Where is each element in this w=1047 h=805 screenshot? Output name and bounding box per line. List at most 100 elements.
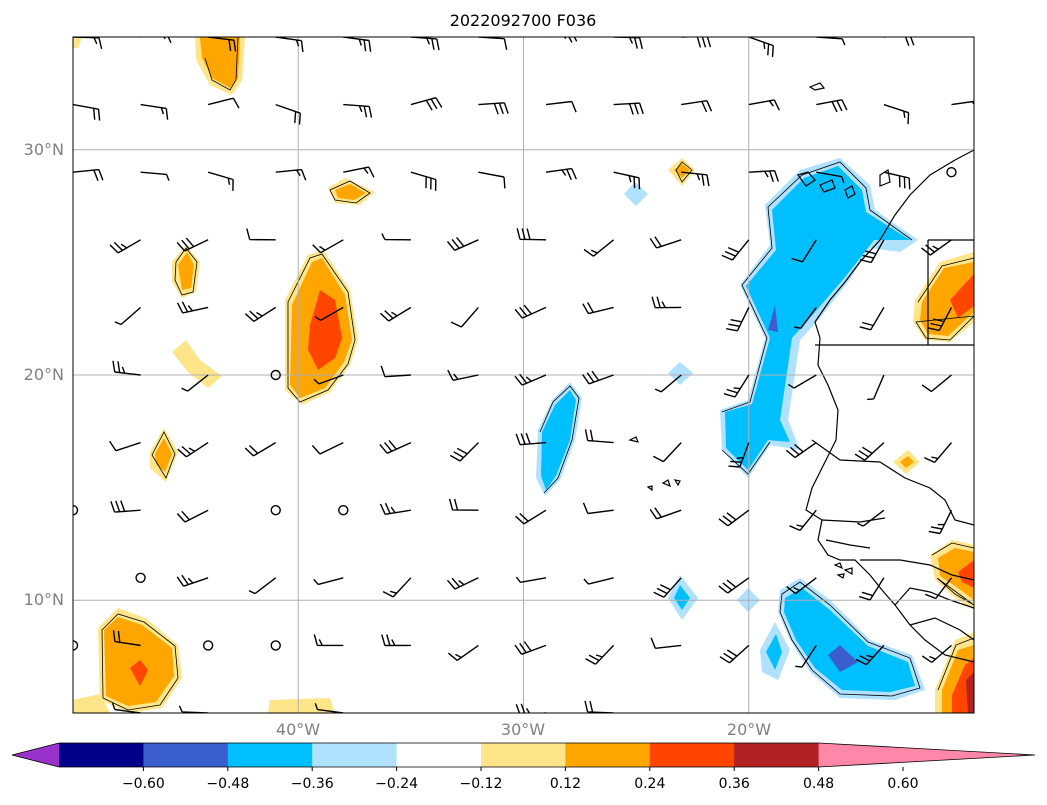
wind-barb <box>924 442 953 464</box>
wind-barb <box>652 442 682 463</box>
wind-barb <box>73 239 74 241</box>
wind-barb-calm <box>135 572 146 583</box>
wind-barbs <box>42 37 974 720</box>
wind-barb <box>380 365 411 378</box>
wind-barb <box>858 577 885 601</box>
wind-barb <box>311 441 344 455</box>
wind-barb <box>244 306 277 322</box>
wind-barb <box>854 442 885 461</box>
wind-barb <box>379 306 412 322</box>
colorbar-segment <box>59 743 144 767</box>
wind-barb <box>585 644 615 665</box>
wind-barb <box>584 429 614 444</box>
wind-barb <box>650 637 682 649</box>
wind-barb <box>719 644 750 664</box>
coastlines <box>628 82 974 663</box>
wind-barb <box>680 712 682 713</box>
wind-barb <box>447 644 479 661</box>
wind-barb <box>791 239 817 263</box>
colorbar-extend-min <box>12 743 59 767</box>
colorbar-tick-label: 0.60 <box>887 776 918 792</box>
colorbar-segment <box>481 743 566 767</box>
wind-barb <box>928 307 953 332</box>
wind-barb <box>950 712 952 713</box>
wind-barb <box>244 441 277 457</box>
wind-barb <box>789 509 817 532</box>
wind-barb <box>177 442 209 458</box>
wind-barb <box>314 703 344 713</box>
wind-barb <box>653 577 682 598</box>
wind-barb <box>381 634 411 647</box>
wind-barb <box>815 712 817 713</box>
lon-label-40w: 40°W <box>276 720 320 739</box>
wind-barb <box>448 498 479 511</box>
colorbar-tick-label: 0.12 <box>550 776 581 792</box>
wind-barb <box>208 37 237 52</box>
lon-label-20w: 20°W <box>727 720 771 739</box>
wind-barb <box>246 228 276 241</box>
wind-barb <box>73 442 74 444</box>
wind-barb-calm <box>73 505 79 516</box>
wind-barb <box>816 99 848 113</box>
wind-barb <box>477 712 479 713</box>
wind-barb <box>728 442 750 468</box>
wind-barb <box>478 171 506 189</box>
wind-barb <box>312 239 344 254</box>
wind-barb <box>112 360 141 376</box>
wind-barb <box>651 296 682 309</box>
wind-barb <box>859 307 885 331</box>
wind-barb <box>381 233 411 241</box>
wind-barb <box>516 228 547 241</box>
wind-barb <box>447 369 479 381</box>
wind-barb <box>748 37 774 57</box>
wind-barb <box>109 440 141 452</box>
lat-label-30n: 30°N <box>24 140 64 159</box>
colorbar-segment <box>649 743 735 767</box>
wind-barb <box>382 577 412 598</box>
wind-barb <box>114 306 142 326</box>
wind-barb <box>42 707 73 720</box>
wind-barb <box>867 374 885 401</box>
wind-barb <box>928 509 953 535</box>
wind-barb <box>478 102 509 115</box>
colorbar-tick-label: 0.48 <box>803 776 834 792</box>
wind-barb <box>410 37 440 51</box>
wind-barb-calm <box>270 640 281 651</box>
wind-barb <box>379 439 412 454</box>
colorbar-segment <box>227 743 313 767</box>
wind-barb <box>583 577 614 585</box>
wind-barb-calm <box>270 505 281 516</box>
wind-barb <box>721 239 750 261</box>
wind-barb <box>343 37 372 52</box>
wind-barb <box>176 509 209 523</box>
colorbar-segment <box>734 743 820 767</box>
wind-barb <box>785 442 817 459</box>
colorbar: −0.60 −0.48 −0.36 −0.24 −0.12 0.12 0.24 0.36 0.4… <box>11 742 1036 792</box>
wind-barb <box>582 370 614 385</box>
wind-barb <box>515 576 547 583</box>
wind-barb <box>410 171 437 191</box>
wind-barb <box>816 171 845 184</box>
wind-barb <box>794 306 817 329</box>
wind-barb <box>140 37 172 44</box>
wind-barb <box>343 166 375 178</box>
colorbar-segment <box>312 743 398 767</box>
wind-barb <box>176 574 209 587</box>
wind-barb <box>409 712 411 713</box>
wind-barb <box>514 304 547 319</box>
colorbar-segment <box>396 743 482 767</box>
wind-barb-calm <box>202 640 214 651</box>
wind-barb <box>795 645 817 668</box>
negative-anomaly-shading <box>536 158 925 700</box>
wind-barb <box>718 577 750 594</box>
wind-barb <box>275 37 304 53</box>
wind-barb <box>515 432 547 446</box>
wind-barb <box>613 171 641 190</box>
wind-barb <box>921 374 952 393</box>
colorbar-tick-label: −0.12 <box>460 776 503 792</box>
wind-barb <box>450 306 479 328</box>
wind-barb <box>748 170 779 183</box>
colorbar-tick-label: 0.36 <box>719 776 750 792</box>
wind-barb <box>112 630 141 647</box>
wind-barb <box>313 577 344 586</box>
